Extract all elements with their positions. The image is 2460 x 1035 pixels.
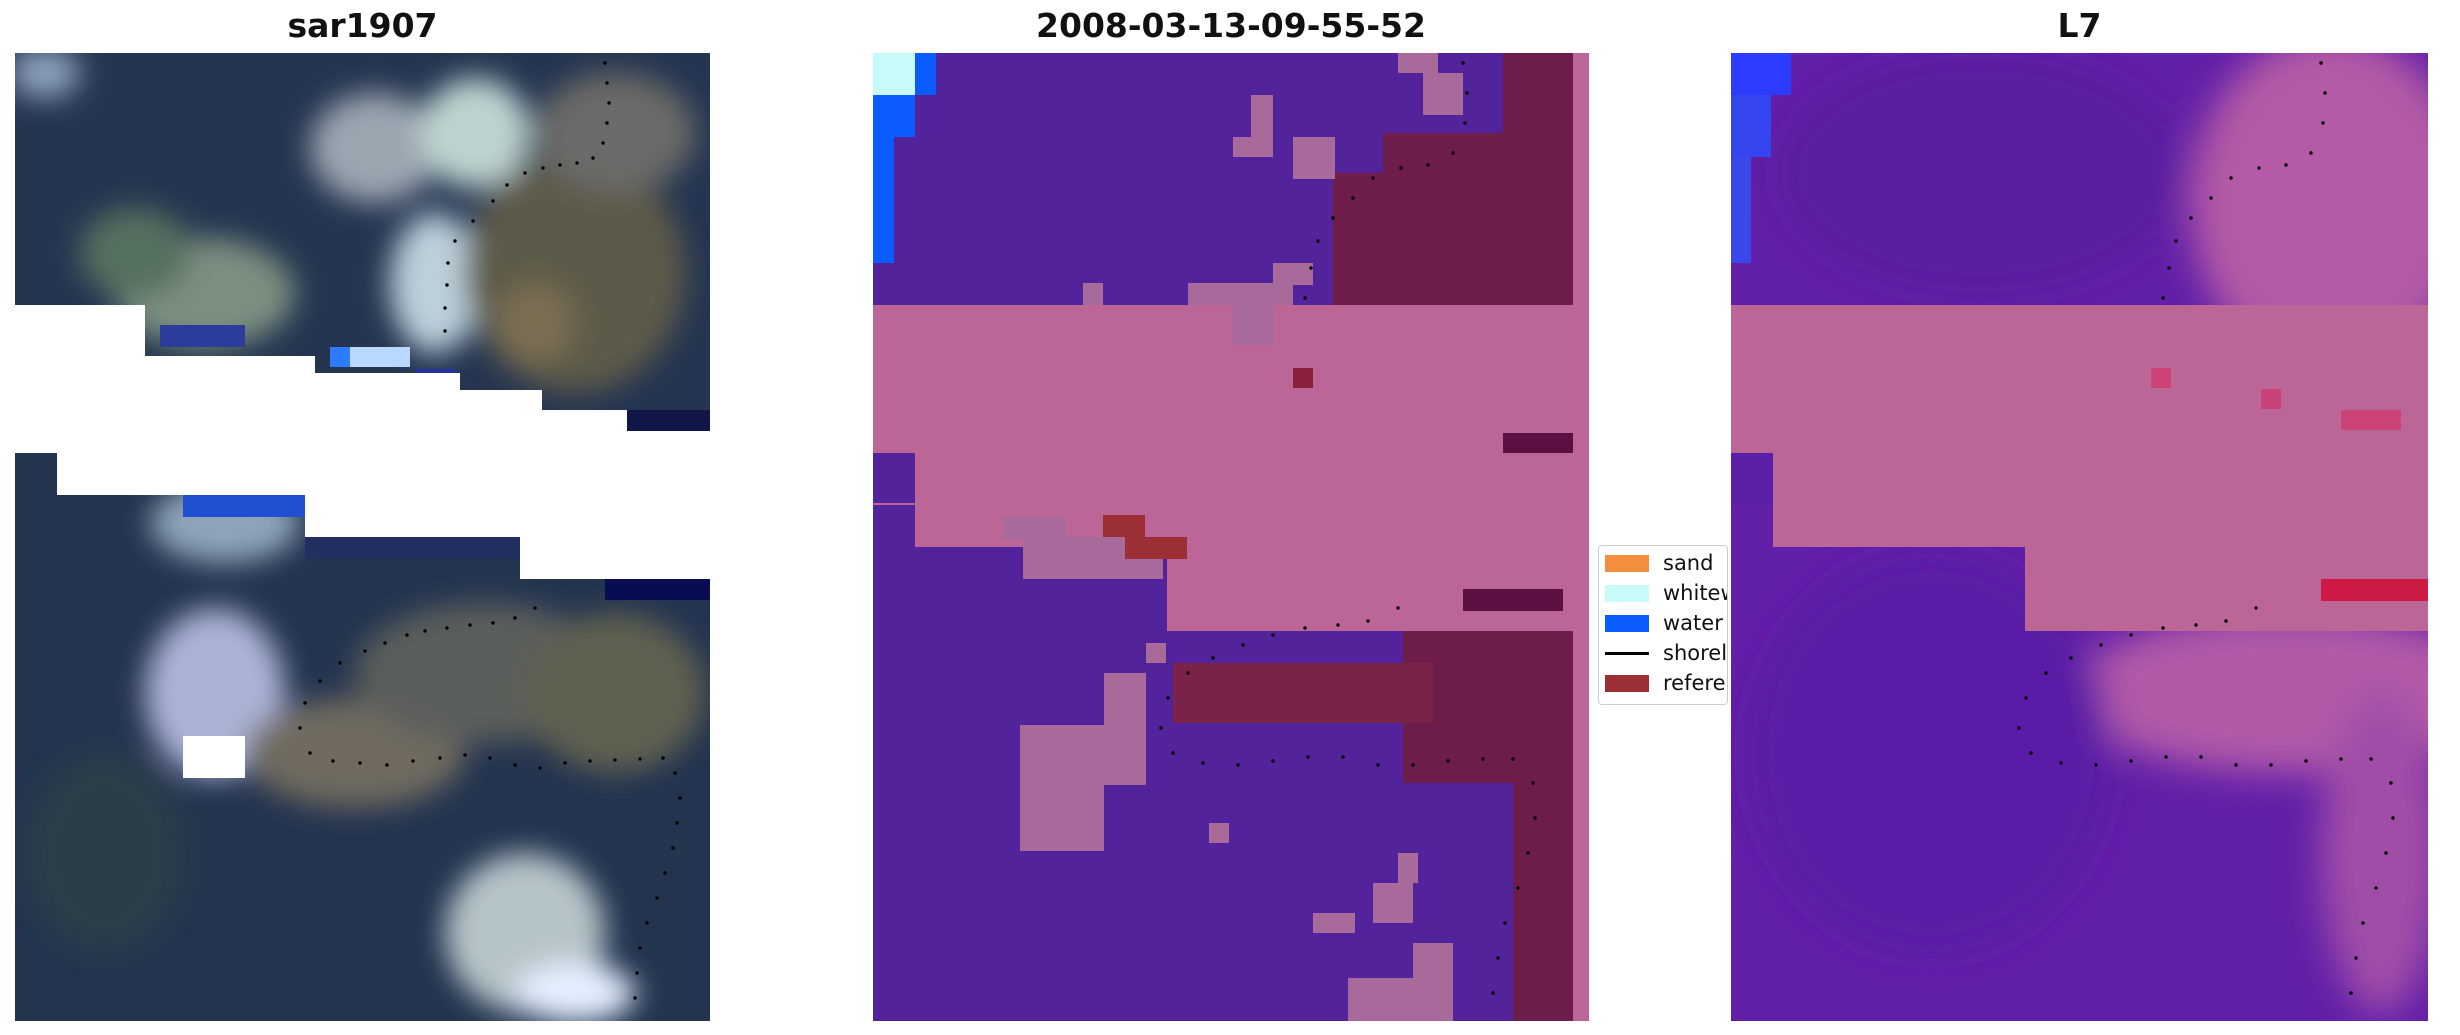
water-swatch: [1605, 614, 1649, 632]
legend-item-sand: sand: [1605, 551, 1714, 575]
rgb-top-block: [15, 53, 710, 431]
whitewater-swatch: [1605, 584, 1649, 602]
panel-title-rgb: sar1907: [287, 6, 438, 45]
legend-label: reference: [1663, 671, 1727, 695]
l7-shoreline: [2017, 61, 2395, 995]
panel-title-l7: L7: [2057, 6, 2102, 45]
shoreline-line-icon: [1605, 651, 1649, 655]
l7-image-panel: [1731, 53, 2428, 1021]
legend-label: sand: [1663, 551, 1714, 575]
reference-swatch: [1605, 674, 1649, 692]
legend-item-water: water: [1605, 611, 1723, 635]
classified-shoreline: [1159, 61, 1537, 995]
rgb-bottom-block: [15, 453, 710, 1021]
rgb-shoreline: [298, 61, 682, 1000]
legend-item-shoreline: shoreline: [1605, 641, 1728, 665]
sand-swatch: [1605, 554, 1649, 572]
classified-image-panel: [873, 53, 1589, 1021]
rgb-image-panel: [15, 53, 710, 1021]
legend-item-reference: reference: [1605, 671, 1727, 695]
legend-label: shoreline: [1663, 641, 1728, 665]
panel-title-classified: 2008-03-13-09-55-52: [1036, 6, 1426, 45]
legend-label: water: [1663, 611, 1723, 635]
